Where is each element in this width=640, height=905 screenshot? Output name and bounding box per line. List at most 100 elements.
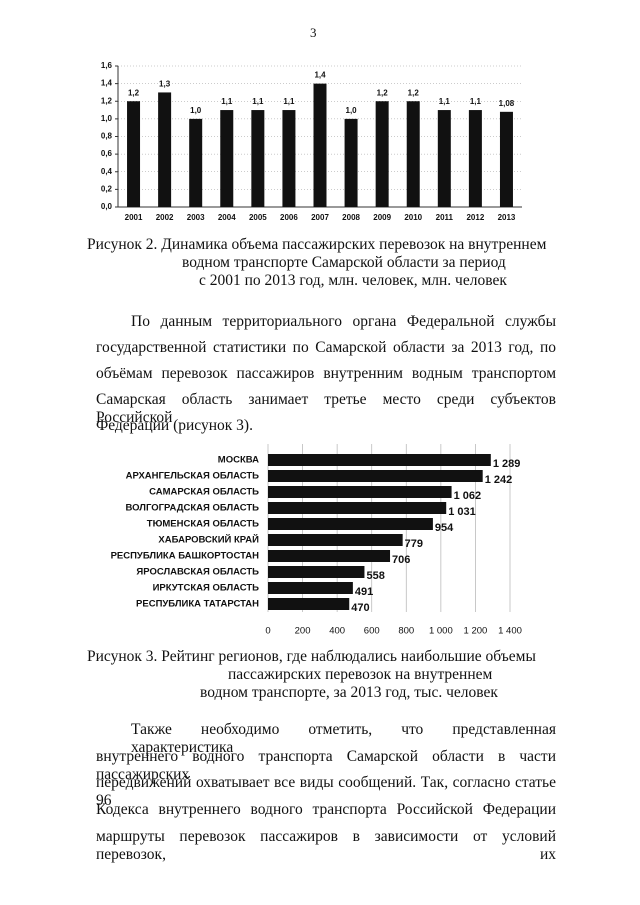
bar	[251, 110, 265, 207]
value-label: 1,4	[314, 71, 326, 80]
bar	[268, 582, 353, 594]
category-label: ХАБАРОВСКИЙ КРАЙ	[158, 534, 259, 546]
value-label: 1 031	[448, 506, 476, 518]
bar	[220, 110, 234, 207]
figure-caption: Рисунок 3. Рейтинг регионов, где наблюда…	[87, 648, 536, 665]
figure-caption: Рисунок 2. Динамика объема пассажирских …	[87, 236, 547, 253]
y-tick-label: 1,4	[101, 79, 113, 88]
x-tick-label: 2011	[436, 213, 454, 222]
x-tick-label: 2008	[342, 213, 360, 222]
x-tick-label: 2003	[187, 213, 205, 222]
value-label: 1,2	[128, 88, 140, 97]
paragraph-line: Федерации (рисунок 3).	[96, 417, 253, 434]
value-label: 1,2	[377, 88, 389, 97]
x-tick-label: 800	[398, 626, 414, 637]
bar	[268, 486, 452, 498]
category-label: РЕСПУБЛИКА ТАТАРСТАН	[136, 599, 259, 610]
bar	[313, 83, 327, 207]
bar	[282, 110, 296, 207]
value-label: 954	[435, 522, 454, 534]
bar	[344, 118, 358, 207]
category-label: МОСКВА	[218, 455, 259, 466]
y-tick-label: 0,4	[101, 167, 113, 176]
category-label: АРХАНГЕЛЬСКАЯ ОБЛАСТЬ	[126, 471, 260, 482]
category-label: РЕСПУБЛИКА БАШКОРТОСТАН	[111, 551, 260, 562]
value-label: 1,3	[159, 80, 171, 89]
bar	[189, 118, 203, 207]
bar	[406, 101, 420, 207]
bar	[468, 110, 482, 207]
value-label: 1 242	[485, 474, 513, 486]
y-tick-label: 0,2	[101, 184, 113, 193]
y-tick-label: 0,8	[101, 132, 113, 141]
x-tick-label: 2004	[218, 213, 236, 222]
category-label: ЯРОСЛАВСКАЯ ОБЛАСТЬ	[136, 567, 259, 578]
figure-caption: пассажирских перевозок на внутреннем	[228, 666, 493, 683]
value-label: 1 289	[493, 458, 521, 470]
x-tick-label: 1 000	[429, 626, 453, 637]
value-label: 1,1	[439, 97, 451, 106]
value-label: 558	[366, 570, 384, 582]
bar	[268, 598, 350, 610]
value-label: 1,08	[499, 99, 515, 108]
value-label: 779	[405, 538, 423, 550]
value-label: 1,2	[408, 88, 420, 97]
paragraph-line: Также необходимо отметить, что представл…	[131, 721, 556, 756]
value-label: 1,1	[283, 97, 295, 106]
value-label: 470	[351, 602, 369, 614]
value-label: 1,0	[346, 106, 358, 115]
x-tick-label: 2012	[466, 213, 484, 222]
value-label: 1,0	[190, 106, 202, 115]
x-tick-label: 600	[364, 626, 380, 637]
bar	[268, 470, 483, 482]
x-tick-label: 2001	[125, 213, 143, 222]
paragraph-line: По данным территориального органа Федера…	[131, 313, 556, 330]
paragraph-line: маршруты перевозок пассажиров в зависимо…	[96, 828, 556, 863]
value-label: 1 062	[454, 490, 482, 502]
bar	[268, 518, 433, 530]
page-number: 3	[310, 25, 317, 40]
paragraph-line: внутреннего водного транспорта Самарской…	[96, 748, 556, 783]
x-tick-label: 2005	[249, 213, 267, 222]
bar	[268, 550, 391, 562]
value-label: 491	[355, 586, 373, 598]
bar	[268, 454, 491, 466]
x-tick-label: 2007	[311, 213, 329, 222]
x-tick-label: 1 200	[464, 626, 488, 637]
paragraph-line: Кодекса внутреннего водного транспорта Р…	[96, 801, 556, 818]
bar	[268, 566, 365, 578]
figure-caption: с 2001 по 2013 год, млн. человек, млн. ч…	[199, 272, 507, 289]
paragraph-line: государственной статистики по Самарской …	[96, 339, 556, 356]
category-label: ИРКУТСКАЯ ОБЛАСТЬ	[153, 583, 260, 594]
figure-caption: водном транспорте Самарской области за п…	[182, 254, 506, 271]
figure-caption: водном транспорте, за 2013 год, тыс. чел…	[200, 684, 498, 701]
x-tick-label: 2002	[156, 213, 174, 222]
category-label: ВОЛГОГРАДСКАЯ ОБЛАСТЬ	[126, 503, 260, 514]
y-tick-label: 1,0	[101, 114, 113, 123]
bar	[127, 101, 141, 207]
paragraph-line: Самарская область занимает третье место …	[96, 391, 556, 426]
bar	[268, 502, 447, 514]
y-tick-label: 0,0	[101, 202, 113, 211]
paragraph-line: передвижений охватывает все виды сообщен…	[96, 774, 556, 809]
value-label: 1,1	[470, 97, 482, 106]
y-tick-label: 0,6	[101, 149, 113, 158]
y-tick-label: 1,6	[101, 61, 113, 70]
value-label: 1,1	[221, 97, 233, 106]
value-label: 706	[392, 554, 410, 566]
y-tick-label: 1,2	[101, 96, 113, 105]
category-label: САМАРСКАЯ ОБЛАСТЬ	[149, 487, 259, 498]
x-tick-label: 400	[329, 626, 345, 637]
bar	[437, 110, 451, 207]
bar	[499, 111, 513, 207]
x-tick-label: 1 400	[498, 626, 522, 637]
x-tick-label: 2013	[498, 213, 516, 222]
x-tick-label: 0	[265, 626, 270, 637]
category-label: ТЮМЕНСКАЯ ОБЛАСТЬ	[147, 519, 259, 530]
paragraph-line: объёмам перевозок пассажиров внутренним …	[96, 365, 556, 382]
bar	[158, 92, 172, 207]
bar	[375, 101, 389, 207]
x-tick-label: 2009	[373, 213, 391, 222]
bar	[268, 534, 403, 546]
